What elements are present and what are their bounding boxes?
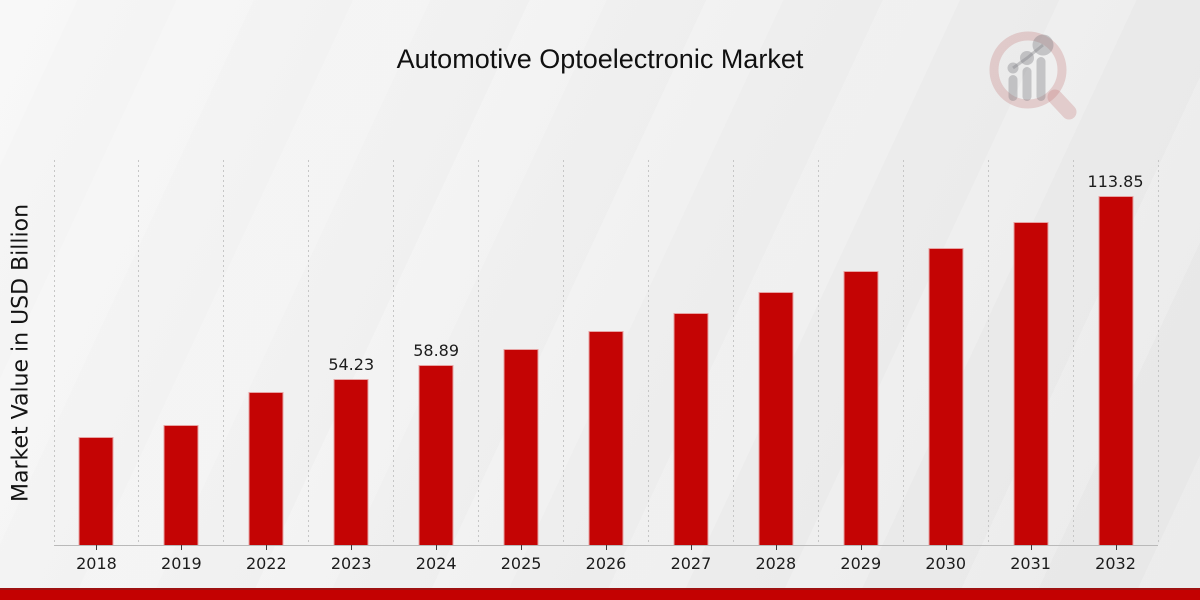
x-tick-label-2023: 2023 bbox=[330, 554, 372, 573]
x-tick bbox=[945, 545, 947, 550]
x-tick bbox=[436, 545, 438, 550]
x-tick-label-2022: 2022 bbox=[245, 554, 287, 573]
x-tick-label-2031: 2031 bbox=[1010, 554, 1051, 573]
footer-band bbox=[0, 588, 1200, 600]
x-tick bbox=[860, 545, 862, 550]
bar-2019 bbox=[163, 424, 199, 545]
bar-2023 bbox=[333, 378, 369, 545]
gridline bbox=[308, 160, 310, 545]
chart-title: Automotive Optoelectronic Market bbox=[396, 44, 804, 74]
bar-2025 bbox=[503, 348, 539, 545]
x-tick bbox=[690, 545, 692, 550]
x-tick-label-2032: 2032 bbox=[1095, 554, 1136, 573]
x-tick-label-2027: 2027 bbox=[670, 554, 712, 573]
gridline bbox=[817, 160, 819, 545]
bar-value-label-2032: 113.85 bbox=[1087, 172, 1144, 192]
gridline bbox=[902, 160, 904, 545]
x-tick-label-2030: 2030 bbox=[925, 554, 967, 573]
x-tick bbox=[96, 545, 98, 550]
gridline bbox=[478, 160, 480, 545]
gridline bbox=[138, 160, 140, 545]
gridline bbox=[53, 160, 55, 545]
gridline bbox=[1157, 160, 1159, 545]
gridline bbox=[647, 160, 649, 545]
x-tick-label-2028: 2028 bbox=[755, 554, 797, 573]
x-tick bbox=[775, 545, 777, 550]
bar-2028 bbox=[758, 292, 794, 545]
x-tick bbox=[606, 545, 607, 550]
bar-2026 bbox=[588, 331, 624, 545]
bar-2032 bbox=[1098, 196, 1134, 545]
x-tick-label-2018: 2018 bbox=[76, 554, 117, 573]
x-tick-label-2025: 2025 bbox=[500, 554, 542, 573]
magnifier-handle-icon bbox=[1047, 89, 1077, 120]
bar-2031 bbox=[1013, 222, 1049, 545]
x-tick bbox=[266, 545, 268, 550]
bar-2022 bbox=[248, 392, 284, 545]
x-tick-label-2024: 2024 bbox=[415, 554, 457, 573]
x-tick-label-2019: 2019 bbox=[161, 554, 202, 573]
bar-2027 bbox=[673, 312, 709, 545]
plot-area: 2018 2019 2022 54.23 2023 58.89 2024 2025 2026 20… bbox=[53, 160, 1159, 573]
gridline bbox=[223, 160, 225, 545]
gridline bbox=[393, 160, 395, 545]
x-tick bbox=[1030, 545, 1032, 550]
x-tick-label-2029: 2029 bbox=[840, 554, 882, 573]
gridline bbox=[732, 160, 734, 545]
bar-2024 bbox=[418, 364, 454, 545]
x-tick bbox=[181, 545, 183, 550]
x-tick bbox=[351, 545, 353, 550]
bar-2018 bbox=[78, 437, 114, 545]
gridline bbox=[1072, 160, 1074, 545]
x-tick bbox=[521, 545, 523, 550]
bar-2029 bbox=[843, 270, 879, 545]
bar-2030 bbox=[928, 247, 964, 545]
y-axis-label: Market Value in USD Billion bbox=[8, 203, 34, 503]
gridline bbox=[987, 160, 989, 545]
bar-value-label-2023: 54.23 bbox=[328, 354, 375, 374]
x-tick-label-2026: 2026 bbox=[585, 554, 627, 573]
bar-value-label-2024: 58.89 bbox=[413, 340, 460, 360]
x-tick bbox=[1115, 545, 1117, 550]
gridline bbox=[563, 160, 565, 545]
